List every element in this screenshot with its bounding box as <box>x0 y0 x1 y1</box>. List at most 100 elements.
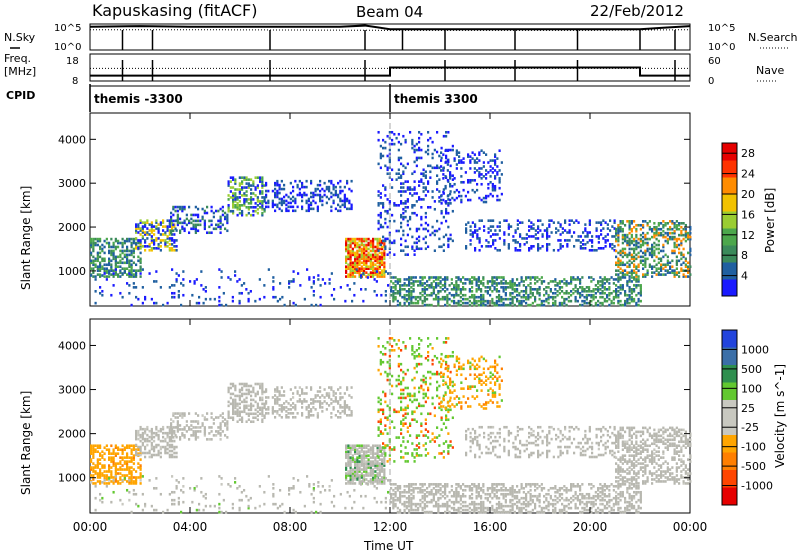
velocity-cell <box>387 416 389 419</box>
power-cell <box>438 155 440 158</box>
power-cell <box>391 139 393 142</box>
velocity-cell <box>195 420 197 423</box>
power-cell <box>569 219 571 222</box>
power-cell <box>469 155 471 158</box>
power-cell <box>162 229 164 232</box>
velocity-cell <box>173 446 175 449</box>
station-title: Kapuskasing (fitACF) <box>92 1 257 20</box>
power-cell <box>133 261 135 264</box>
power-cell <box>593 288 595 291</box>
velocity-cell <box>226 436 228 439</box>
power-cell <box>97 265 99 268</box>
power-cell <box>434 230 436 233</box>
power-cell <box>521 296 523 299</box>
power-cell <box>604 298 606 301</box>
power-cell <box>95 302 97 305</box>
power-cell <box>372 261 374 264</box>
velocity-cell <box>117 472 119 475</box>
velocity-cell <box>179 436 181 439</box>
velocity-cell <box>400 420 402 423</box>
velocity-cell <box>272 396 274 399</box>
power-cell <box>213 216 215 219</box>
velocity-cell <box>90 466 92 469</box>
power-cell <box>149 233 151 236</box>
power-cell <box>537 219 539 222</box>
power-cell <box>241 204 243 207</box>
power-colorbar-cell <box>722 211 737 229</box>
power-cell <box>444 304 446 307</box>
velocity-cell <box>288 402 290 405</box>
velocity-cell <box>140 446 142 449</box>
velocity-cell <box>259 397 261 400</box>
power-cell <box>176 245 178 248</box>
power-cell <box>370 250 372 253</box>
velocity-cell <box>190 428 192 431</box>
freq-left-label-line1: Freq. <box>4 52 31 65</box>
power-cell <box>579 286 581 289</box>
velocity-cell <box>414 460 416 463</box>
power-cell <box>521 300 523 303</box>
velocity-cell <box>250 385 252 388</box>
power-cell <box>389 149 391 152</box>
power-cell <box>449 292 451 295</box>
velocity-cell <box>202 414 204 417</box>
power-cell <box>317 188 319 191</box>
velocity-cell <box>330 402 332 405</box>
power-cell <box>509 298 511 301</box>
power-cell <box>179 206 181 209</box>
velocity-cell <box>232 416 234 419</box>
power-cell <box>614 219 616 222</box>
velocity-cell <box>215 430 217 433</box>
power-cell <box>508 233 510 236</box>
power-cell <box>474 247 476 250</box>
velocity-cell <box>402 456 404 459</box>
power-cell <box>451 282 453 285</box>
velocity-cell <box>142 452 144 455</box>
power-cell <box>676 256 678 259</box>
power-cell <box>272 276 274 279</box>
velocity-cell <box>175 412 177 415</box>
power-cell <box>155 237 157 240</box>
velocity-cell <box>190 424 192 427</box>
power-cell <box>455 276 457 279</box>
velocity-cell <box>110 470 112 473</box>
power-cell <box>568 292 570 295</box>
velocity-cell <box>347 450 349 453</box>
velocity-cell <box>124 468 126 471</box>
power-cell <box>241 284 243 287</box>
velocity-cell <box>177 412 179 415</box>
velocity-cell <box>407 393 409 396</box>
power-cell <box>642 240 644 243</box>
power-cell <box>517 249 519 252</box>
velocity-cell <box>345 482 347 485</box>
velocity-cell <box>425 428 427 431</box>
power-cell <box>539 219 541 222</box>
power-cell <box>425 174 427 177</box>
power-cell <box>425 242 427 245</box>
power-cell <box>543 288 545 291</box>
power-cell <box>225 304 227 307</box>
power-cell <box>629 238 631 241</box>
power-cell <box>380 243 382 246</box>
velocity-cell <box>170 418 172 421</box>
velocity-cell <box>99 462 101 465</box>
velocity-cell <box>162 440 164 443</box>
velocity-cell <box>405 422 407 425</box>
power-cell <box>622 304 624 307</box>
power-cell <box>573 245 575 248</box>
power-cell <box>631 228 633 231</box>
velocity-cell <box>257 383 259 386</box>
power-cell <box>354 252 356 255</box>
velocity-cell <box>261 383 263 386</box>
velocity-cell <box>279 408 281 411</box>
power-cell <box>561 290 563 293</box>
power-cell <box>393 133 395 136</box>
power-cell <box>437 296 439 299</box>
power-cell <box>331 272 333 275</box>
power-cell <box>382 147 384 150</box>
velocity-cell <box>237 395 239 398</box>
power-cell <box>404 302 406 305</box>
power-cell <box>440 290 442 293</box>
power-cell <box>494 286 496 289</box>
power-cell <box>404 278 406 281</box>
